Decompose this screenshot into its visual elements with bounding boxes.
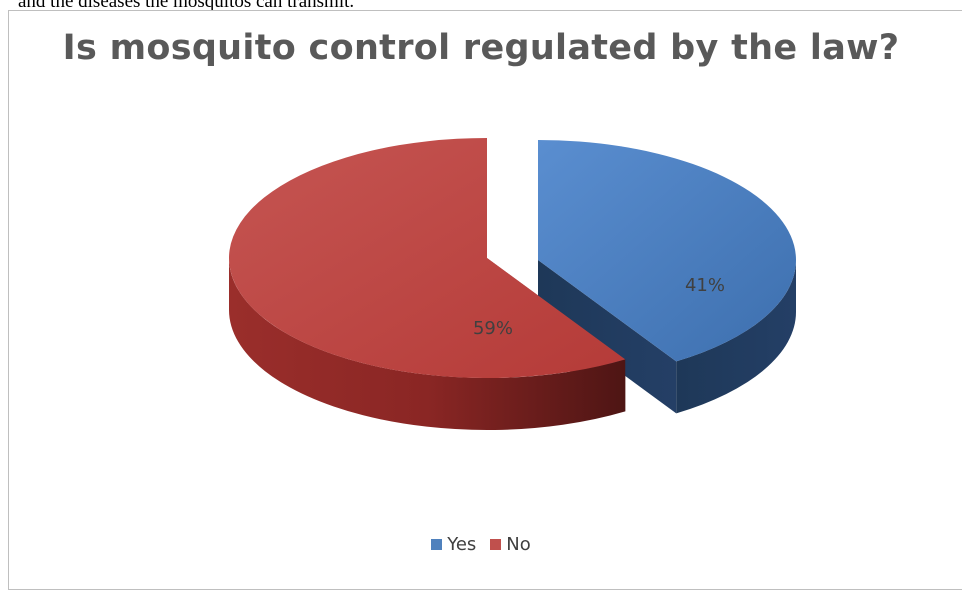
legend-label-no: No xyxy=(506,534,531,555)
legend-entry-yes: Yes xyxy=(431,534,476,555)
chart-title: Is mosquito control regulated by the law… xyxy=(62,28,900,68)
data-label-yes: 41% xyxy=(685,275,725,296)
legend-swatch-yes xyxy=(431,539,443,550)
pie-side-no xyxy=(228,258,626,430)
data-label-no: 59% xyxy=(473,318,513,339)
pie-slice-yes xyxy=(538,140,796,362)
legend: Yes No xyxy=(0,534,962,555)
pie-cut-face-yes-1 xyxy=(538,260,677,414)
legend-entry-no: No xyxy=(490,534,531,555)
pie-side-yes xyxy=(676,260,796,414)
pie-slice-no xyxy=(228,138,626,378)
legend-label-yes: Yes xyxy=(447,534,477,555)
legend-swatch-no xyxy=(490,539,502,550)
page-text-fragment: and the diseases the mosquitos can trans… xyxy=(18,0,355,12)
